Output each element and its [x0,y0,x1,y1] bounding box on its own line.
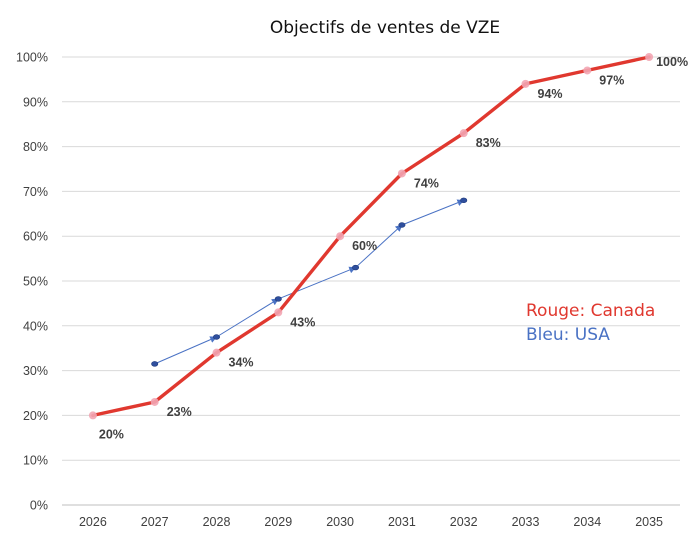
usa-point [151,361,159,367]
usa-line-segment [355,224,403,268]
canada-data-label: 60% [352,239,377,253]
canada-point [583,66,592,75]
x-tick-label: 2028 [203,515,231,529]
annotation-canada: Rouge: Canada [526,301,655,321]
x-tick-label: 2029 [264,515,292,529]
y-tick-label: 100% [16,51,48,65]
canada-point [336,232,345,241]
usa-point [460,197,468,204]
usa-point [352,264,360,271]
usa-point [213,334,221,340]
y-tick-label: 10% [23,454,48,468]
canada-data-label: 74% [414,176,439,190]
canada-point [645,53,654,61]
canada-data-label: 83% [476,136,501,150]
usa-line-segment [401,199,465,226]
canada-data-label: 34% [229,356,254,370]
canada-point [521,79,530,88]
canada-point [459,129,468,138]
canada-point [150,397,159,406]
usa-point [274,296,282,302]
x-tick-label: 2033 [512,515,540,529]
canada-data-label: 23% [167,405,192,419]
y-axis-tick-labels: 0% 10% 20% 30% 40% 50% 60% 70% 80% 90% 100% [16,51,48,513]
x-tick-label: 2031 [388,515,416,529]
chart-title: Objectifs de ventes de VZE [270,18,500,38]
x-tick-label: 2032 [450,515,478,529]
grid-lines [62,56,680,506]
usa-point [398,222,406,228]
y-tick-label: 0% [30,499,48,513]
usa-line-segment [216,298,279,338]
canada-data-label: 20% [99,427,124,441]
canada-point [274,308,283,317]
annotation-usa: Bleu: USA [526,325,610,345]
y-tick-label: 30% [23,364,48,378]
y-tick-label: 70% [23,185,48,199]
y-tick-label: 40% [23,319,48,333]
x-tick-label: 2034 [573,515,601,529]
y-tick-label: 20% [23,409,48,423]
x-axis-tick-labels: 2026 2027 2028 2029 2030 2031 2032 2033 2034 2035 [79,515,663,529]
x-tick-label: 2026 [79,515,107,529]
canada-data-label: 100% [656,55,688,69]
canada-point [397,169,406,178]
canada-data-labels: 20% 23% 34% 43% 60% 74% 83% 94% 97% 100% [99,55,688,441]
canada-data-label: 43% [290,315,315,329]
x-tick-label: 2035 [635,515,663,529]
canada-point [88,411,97,420]
canada-data-label: 94% [538,87,563,101]
y-tick-label: 60% [23,230,48,244]
x-tick-label: 2027 [141,515,169,529]
usa-line-segment [278,266,357,300]
canada-line [91,55,651,418]
y-tick-label: 90% [23,95,48,109]
usa-line-segment [154,336,218,365]
canada-data-label: 97% [599,73,624,87]
canada-series [88,53,654,420]
usa-series [151,197,468,367]
y-tick-label: 50% [23,275,48,289]
y-tick-label: 80% [23,140,48,154]
canada-point [212,348,221,357]
x-tick-label: 2030 [326,515,354,529]
